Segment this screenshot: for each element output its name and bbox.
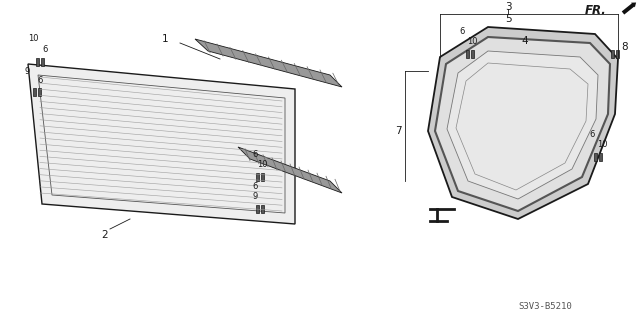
Polygon shape: [238, 147, 342, 193]
FancyBboxPatch shape: [594, 153, 597, 161]
Text: 1: 1: [162, 34, 168, 44]
FancyBboxPatch shape: [41, 58, 44, 66]
Text: 6: 6: [252, 150, 258, 159]
Polygon shape: [428, 27, 618, 219]
FancyBboxPatch shape: [260, 173, 264, 181]
FancyBboxPatch shape: [611, 50, 614, 58]
FancyBboxPatch shape: [466, 50, 469, 58]
FancyBboxPatch shape: [38, 88, 41, 96]
FancyBboxPatch shape: [260, 205, 264, 213]
FancyBboxPatch shape: [470, 50, 474, 58]
Text: 3: 3: [505, 2, 511, 12]
Text: FR.: FR.: [585, 4, 607, 18]
Polygon shape: [447, 51, 598, 199]
Text: 6: 6: [589, 130, 595, 139]
Text: 10: 10: [257, 160, 268, 169]
Text: 6: 6: [252, 182, 258, 191]
FancyArrow shape: [621, 3, 636, 15]
Text: 7: 7: [395, 126, 401, 136]
Text: 10: 10: [28, 34, 38, 43]
FancyBboxPatch shape: [36, 58, 39, 66]
Text: 9: 9: [252, 192, 258, 201]
FancyBboxPatch shape: [598, 153, 602, 161]
Text: 6: 6: [37, 76, 43, 85]
Polygon shape: [28, 64, 295, 224]
Text: 2: 2: [102, 230, 108, 240]
Text: 4: 4: [522, 36, 528, 46]
Text: 10: 10: [467, 37, 477, 46]
Text: 10: 10: [596, 140, 607, 149]
FancyBboxPatch shape: [256, 173, 259, 181]
FancyBboxPatch shape: [256, 205, 259, 213]
Polygon shape: [195, 39, 342, 87]
Polygon shape: [435, 37, 610, 211]
FancyBboxPatch shape: [616, 50, 619, 58]
Text: 5: 5: [505, 14, 511, 24]
Text: 6: 6: [460, 27, 465, 36]
Text: 6: 6: [42, 45, 48, 54]
Text: 8: 8: [621, 42, 628, 52]
Text: S3V3-B5210: S3V3-B5210: [518, 302, 572, 311]
Text: 9: 9: [24, 67, 29, 76]
FancyBboxPatch shape: [33, 88, 36, 96]
